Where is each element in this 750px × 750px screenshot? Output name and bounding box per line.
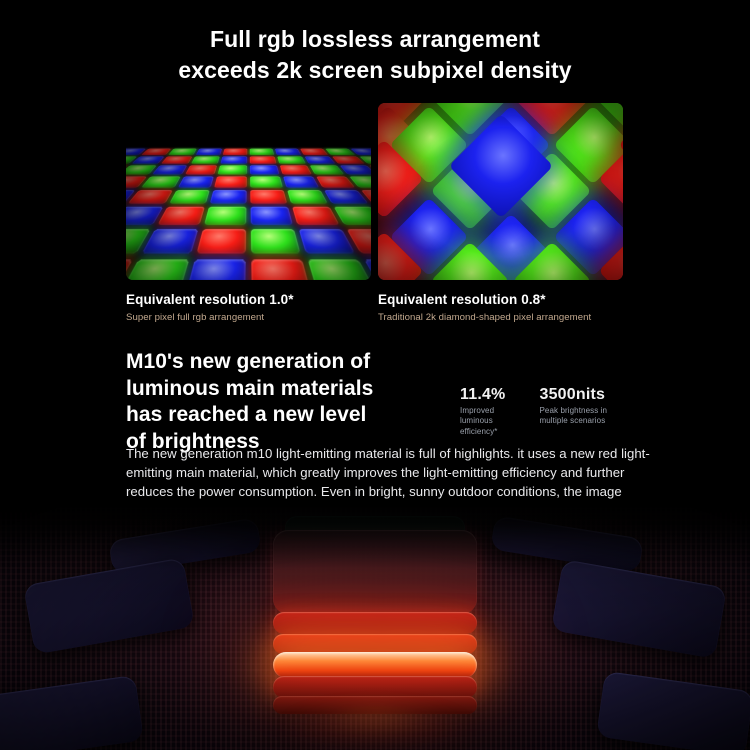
- subpixel-cell: [279, 165, 312, 175]
- subpixel-cell: [141, 176, 181, 188]
- subpixel-cell: [283, 176, 320, 188]
- stat-efficiency: 11.4% Improved luminous efficiency*: [460, 386, 505, 438]
- subpixel-cell: [157, 206, 205, 225]
- caption-right: Equivalent resolution 0.8* Traditional 2…: [378, 292, 591, 323]
- subpixel-cell: [277, 156, 307, 164]
- subpixel-cell: [177, 176, 214, 188]
- subpixel-cell: [161, 156, 193, 164]
- headline-line-2: exceeds 2k screen subpixel density: [178, 56, 572, 83]
- rgb-subpixel-grid-image: [126, 103, 371, 280]
- subpixel-cell: [250, 206, 293, 225]
- red-emissive-layer-stack-photo: [0, 505, 750, 750]
- stats-group: 11.4% Improved luminous efficiency* 3500…: [460, 386, 607, 438]
- subpixel-cell: [304, 156, 336, 164]
- subpixel-cell: [250, 176, 283, 188]
- comparison-captions: Equivalent resolution 1.0* Super pixel f…: [126, 292, 646, 332]
- caption-left: Equivalent resolution 1.0* Super pixel f…: [126, 292, 294, 323]
- caption-title: Equivalent resolution 1.0*: [126, 292, 294, 307]
- diamond-pixel-lattice-image: [378, 103, 623, 280]
- subpixel-cell: [126, 258, 190, 280]
- subpixel-cell: [190, 156, 220, 164]
- heading-line-3: has reached a new level: [126, 403, 367, 427]
- subpixel-cell: [128, 189, 173, 204]
- subpixel-cell: [195, 148, 222, 155]
- subpixel-cell: [339, 165, 371, 175]
- caption-subtitle: Traditional 2k diamond-shaped pixel arra…: [378, 312, 592, 323]
- subpixel-cell: [287, 189, 329, 204]
- subpixel-cell: [204, 206, 247, 225]
- subpixel-cell: [300, 148, 329, 155]
- subpixel-cell: [249, 156, 277, 164]
- subpixel-cell: [217, 165, 248, 175]
- subpixel-cell: [152, 165, 188, 175]
- stat-label-line-1: Peak brightness in: [539, 405, 608, 415]
- page-title: Full rgb lossless arrangement exceeds 2k…: [0, 24, 750, 86]
- heading-line-2: luminous main materials: [126, 376, 374, 400]
- subpixel-cell: [274, 148, 302, 155]
- subpixel-cell: [249, 165, 280, 175]
- subpixel-cell: [250, 228, 301, 254]
- subpixel-cell: [333, 206, 371, 225]
- subpixel-cell: [141, 148, 172, 155]
- stat-label: Improved luminous efficiency*: [460, 406, 505, 438]
- subpixel-cell: [209, 189, 247, 204]
- stat-label: Peak brightness in multiple scenarios: [539, 406, 607, 428]
- stat-label-line-1: Improved: [460, 405, 495, 415]
- subpixel-cell: [307, 258, 371, 280]
- subpixel-cell: [249, 148, 275, 155]
- section-heading: M10's new generation of luminous main ma…: [126, 349, 456, 456]
- subpixel-cell: [251, 258, 312, 280]
- subpixel-cell: [292, 206, 340, 225]
- subpixel-cell: [168, 189, 210, 204]
- stat-label-line-3: efficiency*: [460, 427, 498, 437]
- subpixel-cell: [298, 228, 356, 254]
- subpixel-cell: [168, 148, 197, 155]
- subpixel-cell: [131, 156, 165, 164]
- stat-label-line-2: luminous: [460, 416, 493, 426]
- subpixel-cell: [185, 258, 246, 280]
- comparison-cards: [126, 103, 624, 280]
- headline-line-1: Full rgb lossless arrangement: [209, 26, 541, 52]
- brightness-section: M10's new generation of luminous main ma…: [126, 349, 666, 518]
- subpixel-cell: [185, 165, 218, 175]
- pixel-plane: [126, 103, 371, 280]
- subpixel-cell: [222, 148, 248, 155]
- subpixel-cell: [316, 176, 356, 188]
- subpixel-cell: [214, 176, 247, 188]
- perspective-grid: [126, 103, 371, 280]
- stat-value: 11.4%: [460, 386, 506, 403]
- subpixel-cell: [309, 165, 345, 175]
- diamond-lattice: [378, 103, 623, 280]
- stat-value: 3500nits: [539, 386, 606, 403]
- top-fade-overlay: [0, 505, 750, 750]
- heading-line-1: M10's new generation of: [126, 350, 371, 373]
- subpixel-cell: [196, 228, 247, 254]
- caption-subtitle: Super pixel full rgb arrangement: [126, 312, 265, 323]
- subpixel-cell: [141, 228, 199, 254]
- subpixel-cell: [220, 156, 248, 164]
- stat-label-line-2: multiple scenarios: [539, 416, 606, 426]
- stat-brightness: 3500nits Peak brightness in multiple sce…: [539, 386, 607, 438]
- heading-line-4: of brightness: [126, 429, 260, 453]
- subpixel-cell: [250, 189, 288, 204]
- caption-title: Equivalent resolution 0.8*: [378, 292, 546, 307]
